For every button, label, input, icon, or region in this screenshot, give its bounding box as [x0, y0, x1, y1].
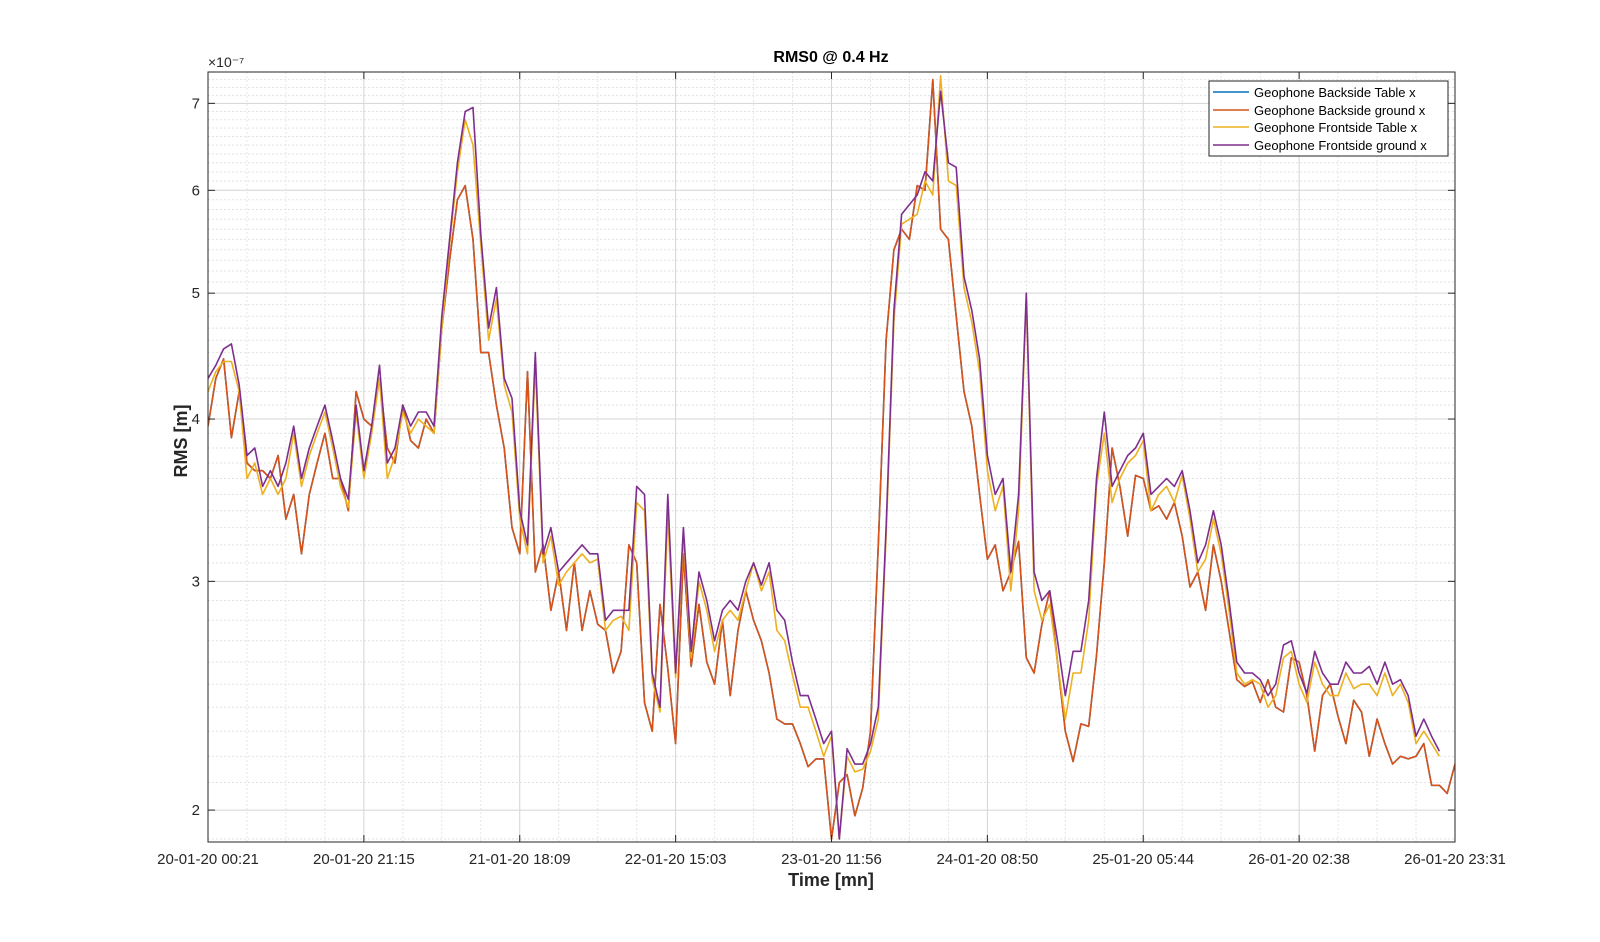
legend: Geophone Backside Table x Geophone Backs…	[1208, 80, 1449, 157]
y-tick-labels: 2 3 4 5 6 7	[192, 95, 200, 819]
y-exponent-label: ×10⁻⁷	[208, 54, 244, 70]
x-tick-labels: 20-01-20 00:21 20-01-20 21:15 21-01-20 18:…	[157, 851, 1506, 868]
x-tick-label: 24-01-20 08:50	[937, 851, 1039, 868]
y-tick-label: 4	[192, 411, 200, 428]
y-tick-label: 2	[192, 802, 200, 819]
series-line-2	[208, 75, 1441, 840]
ticks-layer	[207, 72, 1456, 842]
x-tick-label: 20-01-20 00:21	[157, 851, 259, 868]
x-tick-label: 21-01-20 18:09	[469, 851, 571, 868]
x-tick-label: 20-01-20 21:15	[313, 851, 415, 868]
y-axis-title: RMS [m]	[171, 405, 191, 478]
grid-minor	[208, 71, 1455, 842]
x-tick-label: 26-01-20 02:38	[1248, 851, 1350, 868]
legend-box	[1208, 80, 1449, 157]
x-tick-label: 25-01-20 05:44	[1092, 851, 1194, 868]
legend-label-1: Geophone Backside ground x	[1254, 103, 1426, 118]
y-tick-label: 6	[192, 182, 200, 199]
x-tick-label: 22-01-20 15:03	[625, 851, 727, 868]
series-line-3	[208, 90, 1441, 840]
series-layer	[208, 75, 1455, 840]
series-line-1	[208, 78, 1455, 840]
legend-label-3: Geophone Frontside ground x	[1254, 138, 1427, 153]
legend-label-2: Geophone Frontside Table x	[1254, 120, 1418, 135]
x-tick-label: 23-01-20 11:56	[781, 851, 882, 868]
y-tick-label: 3	[192, 573, 200, 590]
chart-title: RMS0 @ 0.4 Hz	[773, 49, 888, 66]
x-tick-label: 26-01-20 23:31	[1404, 851, 1506, 868]
y-tick-label: 5	[192, 285, 200, 302]
legend-label-0: Geophone Backside Table x	[1254, 85, 1416, 100]
y-tick-label: 7	[192, 95, 200, 112]
x-axis-title: Time [mn]	[788, 870, 874, 890]
